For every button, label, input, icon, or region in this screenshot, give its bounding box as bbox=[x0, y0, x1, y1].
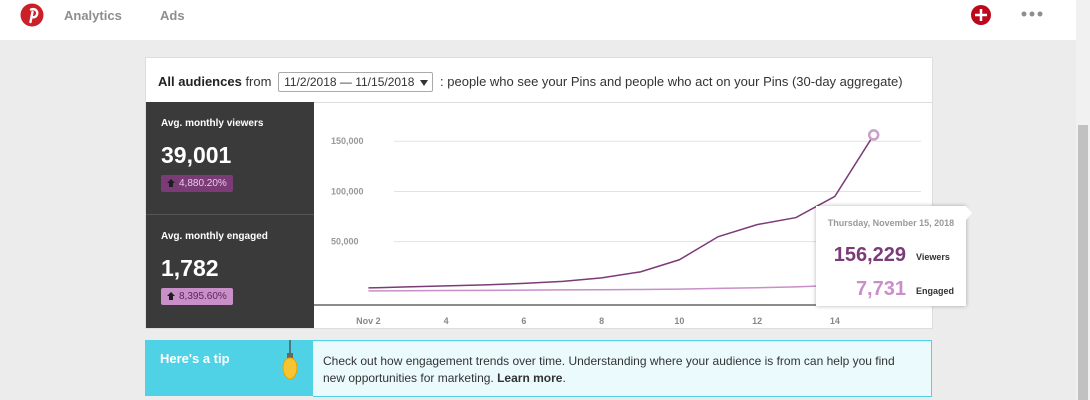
x-tick-label: Nov 2 bbox=[356, 316, 381, 326]
nav-analytics[interactable]: Analytics bbox=[64, 8, 122, 23]
tooltip-value: 156,229 bbox=[833, 244, 906, 266]
more-menu[interactable] bbox=[1020, 8, 1044, 20]
tooltip: Thursday, November 15, 2018 156,229 View… bbox=[816, 206, 972, 306]
stat-viewers: Avg. monthly viewers 39,001 4,880.20% bbox=[146, 102, 314, 215]
from-text: from bbox=[245, 74, 272, 89]
scroll-thumb[interactable] bbox=[1078, 125, 1088, 400]
x-tick-label: 6 bbox=[521, 316, 526, 326]
change-text: 8,395.60% bbox=[179, 291, 227, 302]
audience-card: All audiences from 11/2/2018 — 11/15/201… bbox=[145, 57, 972, 329]
pinterest-logo[interactable] bbox=[20, 3, 44, 27]
date-range: 11/2/2018 — 11/15/2018 bbox=[284, 75, 415, 89]
up-arrow bbox=[167, 292, 175, 300]
card-header: All audiences from 11/2/2018 — 11/15/201… bbox=[158, 72, 903, 92]
scrollbar[interactable] bbox=[1076, 0, 1090, 400]
audience-label[interactable]: All audiences bbox=[158, 74, 242, 89]
stat-value: 1,782 bbox=[161, 255, 219, 281]
nav-ads[interactable]: Ads bbox=[160, 8, 185, 23]
tip-text: Check out how engagement trends over tim… bbox=[323, 353, 913, 387]
up-arrow bbox=[167, 179, 175, 187]
tip-body: Check out how engagement trends over tim… bbox=[313, 340, 932, 397]
tip-banner: Here's a tip bbox=[145, 340, 313, 396]
x-tick-label: 14 bbox=[830, 316, 840, 326]
y-tick-label: 150,000 bbox=[331, 136, 364, 146]
tooltip-value: 7,731 bbox=[855, 278, 906, 300]
tip-end: . bbox=[562, 371, 566, 385]
stat-change: 8,395.60% bbox=[161, 288, 233, 305]
x-tick-label: 8 bbox=[599, 316, 604, 326]
description: : people who see your Pins and people wh… bbox=[440, 74, 903, 89]
add-button[interactable] bbox=[970, 4, 992, 26]
series-line bbox=[368, 134, 875, 289]
tip-message: Check out how engagement trends over tim… bbox=[323, 354, 895, 385]
stat-label: Avg. monthly engaged bbox=[161, 231, 268, 242]
tooltip-date: Thursday, November 15, 2018 bbox=[827, 218, 955, 228]
stat-label: Avg. monthly viewers bbox=[161, 118, 264, 129]
tip-title: Here's a tip bbox=[160, 351, 230, 366]
hover-point bbox=[867, 129, 880, 141]
x-tick-label: 4 bbox=[444, 316, 449, 326]
learn-more-link[interactable]: Learn more bbox=[497, 371, 563, 385]
tooltip-label: Engaged bbox=[916, 286, 955, 296]
bulb-icon bbox=[282, 340, 298, 380]
tooltip-label: Viewers bbox=[916, 252, 950, 262]
stat-change: 4,880.20% bbox=[161, 175, 233, 192]
stat-value: 39,001 bbox=[161, 142, 232, 168]
y-tick-label: 50,000 bbox=[331, 237, 359, 247]
change-text: 4,880.20% bbox=[179, 178, 227, 189]
dropdown-arrow bbox=[420, 80, 429, 86]
date-dropdown[interactable]: 11/2/2018 — 11/15/2018 bbox=[278, 72, 434, 92]
y-tick-label: 100,000 bbox=[331, 186, 364, 196]
stat-engaged: Avg. monthly engaged 1,782 8,395.60% bbox=[146, 215, 314, 328]
x-tick-label: 12 bbox=[752, 316, 762, 326]
tooltip-arrow bbox=[966, 206, 972, 220]
series-line bbox=[368, 283, 874, 292]
x-tick-label: 10 bbox=[674, 316, 684, 326]
top-nav: Analytics Ads bbox=[0, 0, 1076, 40]
